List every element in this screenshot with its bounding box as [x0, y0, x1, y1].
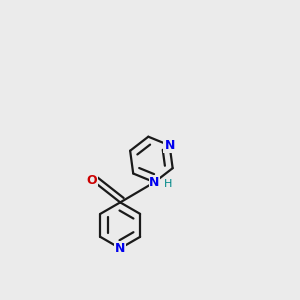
Text: N: N — [115, 242, 125, 255]
Text: O: O — [87, 174, 97, 187]
Text: H: H — [164, 179, 172, 189]
Text: N: N — [164, 139, 175, 152]
Text: N: N — [149, 176, 160, 189]
